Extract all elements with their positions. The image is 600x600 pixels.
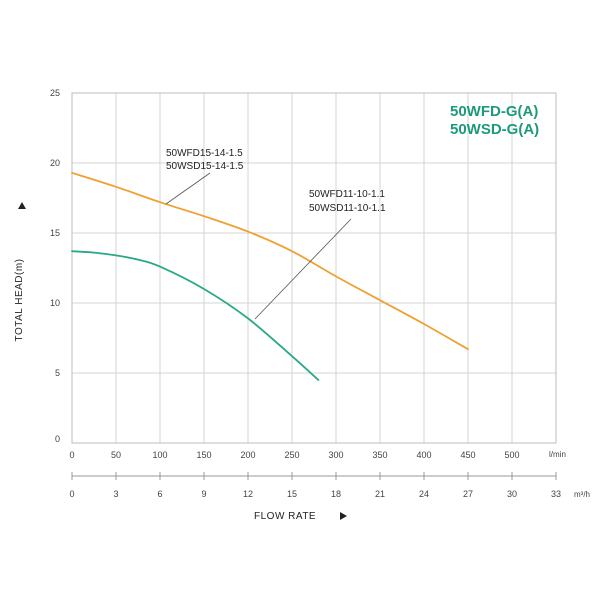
y-axis-arrow-icon xyxy=(18,202,26,209)
series-label-2-line-1: 50WFD11-10-1.1 xyxy=(309,189,385,200)
secondary-scale-ticks xyxy=(71,472,557,480)
x-tick-label-secondary: 6 xyxy=(157,489,162,499)
grid xyxy=(72,93,556,443)
x-tick-label-secondary: 24 xyxy=(419,489,429,499)
x-tick-label: 350 xyxy=(372,450,387,460)
x-axis-arrow-icon xyxy=(340,512,347,520)
x-tick-label: 100 xyxy=(152,450,167,460)
x-axis-title: FLOW RATE xyxy=(254,511,316,522)
x-tick-label: 500 xyxy=(504,450,519,460)
x-tick-label-secondary: 18 xyxy=(331,489,341,499)
x-tick-label: 400 xyxy=(416,450,431,460)
x-tick-label-secondary: 33 xyxy=(551,489,561,499)
x-tick-label: 150 xyxy=(196,450,211,460)
x-tick-label: 0 xyxy=(69,450,74,460)
leader-line-series-2 xyxy=(254,218,352,320)
y-tick-label: 20 xyxy=(50,158,60,168)
plot-frame xyxy=(71,92,557,444)
x-tick-label-secondary: 12 xyxy=(243,489,253,499)
x-tick-label: 450 xyxy=(460,450,475,460)
primary-unit-label: l/min xyxy=(549,450,566,459)
x-tick-label-secondary: 27 xyxy=(463,489,473,499)
x-tick-label-secondary: 21 xyxy=(375,489,385,499)
y-tick-label: 15 xyxy=(50,228,60,238)
y-axis-title: TOTAL HEAD(m) xyxy=(14,259,25,342)
y-tick-label: 10 xyxy=(50,298,60,308)
x-tick-label-secondary: 15 xyxy=(287,489,297,499)
series-label-1-line-2: 50WSD15-14-1.5 xyxy=(166,161,244,172)
y-tick-labels: 0 5 10 15 20 25 xyxy=(50,88,60,444)
x-tick-label: 50 xyxy=(111,450,121,460)
x-tick-label-secondary: 30 xyxy=(507,489,517,499)
x-tick-label-secondary: 3 xyxy=(113,489,118,499)
x-tick-label: 300 xyxy=(328,450,343,460)
x-tick-label-secondary: 9 xyxy=(201,489,206,499)
y-tick-label: 25 xyxy=(50,88,60,98)
x-tick-label: 250 xyxy=(284,450,299,460)
model-title-line-1: 50WFD-G(A) xyxy=(450,103,538,120)
x-tick-label-secondary: 0 xyxy=(69,489,74,499)
leader-line-series-1 xyxy=(165,172,211,205)
x-tick-label: 200 xyxy=(240,450,255,460)
y-tick-label: 0 xyxy=(55,434,60,444)
model-title-line-2: 50WSD-G(A) xyxy=(450,121,539,138)
secondary-unit-label: m³/h xyxy=(574,490,590,499)
curve-50wfd11-10-1.1 xyxy=(71,250,320,381)
curve-50wfd15-14-1.5 xyxy=(71,171,469,351)
series-label-1-line-1: 50WFD15-14-1.5 xyxy=(166,148,243,159)
series-label-2-line-2: 50WSD11-10-1.1 xyxy=(309,203,386,214)
x-tick-labels-primary: 0 50 100 150 200 250 300 350 400 450 500 xyxy=(69,450,519,460)
x-tick-labels-secondary: 0 3 6 9 12 15 18 21 24 27 30 33 xyxy=(69,489,561,499)
y-tick-label: 5 xyxy=(55,368,60,378)
